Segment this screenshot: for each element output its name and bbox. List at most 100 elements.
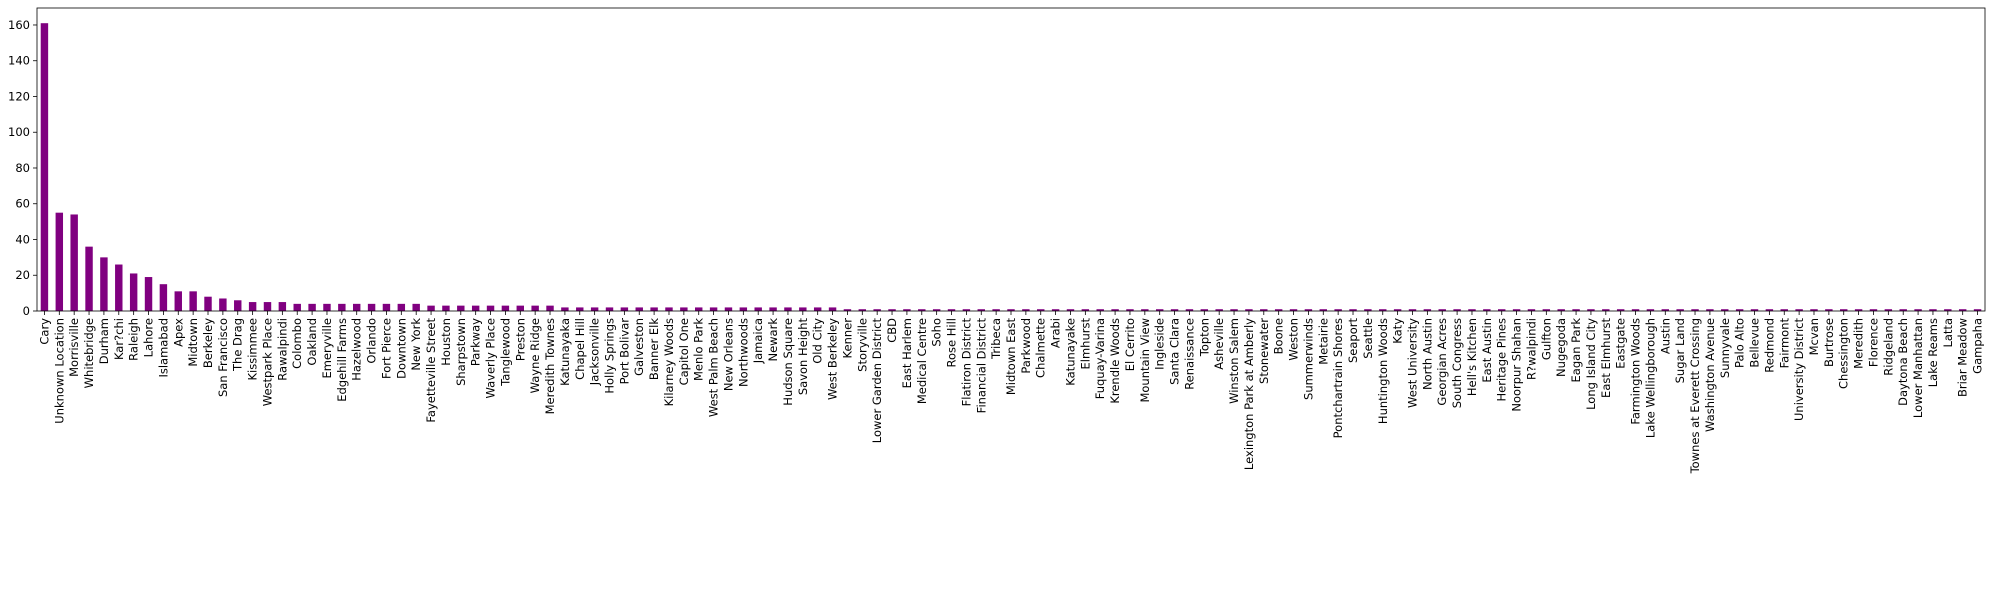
bar	[367, 303, 376, 311]
bar	[1884, 309, 1893, 311]
bar	[650, 307, 658, 311]
bar	[1438, 309, 1446, 311]
x-tick-label: Chessington	[1837, 318, 1851, 389]
bar	[858, 309, 867, 311]
bar	[1869, 309, 1878, 311]
x-tick-label: Gampaha	[1971, 318, 1985, 374]
bar	[1840, 309, 1848, 311]
bar	[1111, 309, 1119, 311]
bar	[1260, 309, 1268, 311]
x-tick-label: Emeryville	[320, 318, 334, 379]
y-tick-label: 60	[15, 197, 30, 211]
bar	[635, 307, 643, 311]
bar	[1037, 309, 1045, 311]
bar	[1899, 309, 1907, 311]
y-tick-label: 40	[15, 232, 30, 246]
x-tick-label: Raleigh	[127, 318, 141, 361]
x-tick-label: Santa Clara	[1168, 318, 1182, 385]
x-tick-label: Tribeca	[989, 318, 1003, 360]
bar	[1483, 309, 1491, 311]
x-tick-label: Kilarney Woods	[662, 318, 676, 406]
x-tick-label: Seaport	[1346, 318, 1360, 363]
x-tick-label: Menlo Park	[692, 318, 706, 381]
y-tick-label: 0	[23, 304, 30, 318]
x-tick-label: Nugegoda	[1554, 318, 1568, 377]
plot-frame	[36, 7, 1986, 312]
bar	[1334, 309, 1342, 311]
bar	[100, 257, 108, 311]
bar	[263, 302, 272, 311]
x-tick-label: Gulfton	[1539, 318, 1553, 360]
x-tick-label: Houston	[439, 318, 453, 366]
bar	[590, 307, 599, 311]
x-tick-label: Long Island City	[1584, 318, 1598, 410]
x-tick-label: Kenner	[840, 318, 854, 359]
bar	[1602, 309, 1610, 311]
bar	[576, 307, 584, 311]
bar	[695, 307, 703, 311]
x-tick-label: Ridgeland	[1881, 318, 1895, 376]
bar	[486, 305, 495, 311]
bar	[1542, 309, 1551, 311]
bar	[665, 307, 673, 311]
bar	[1498, 309, 1506, 311]
bar	[932, 309, 941, 311]
bar	[412, 303, 420, 311]
x-tick-label: Arabi	[1049, 318, 1063, 348]
x-tick-label: Stonewater	[1257, 318, 1271, 384]
bar	[843, 309, 852, 311]
bar	[40, 23, 49, 311]
x-tick-label: West University	[1405, 318, 1419, 408]
x-tick-label: Pontchartrain Shores	[1331, 318, 1345, 438]
x-tick-label: Lexington Park at Amberly	[1242, 318, 1256, 470]
x-tick-label: Farmington Woods	[1629, 318, 1643, 425]
x-tick-label: Austin	[1658, 318, 1672, 354]
x-tick-label: Sharpstown	[454, 318, 468, 386]
bar	[85, 246, 93, 311]
bar	[918, 309, 926, 311]
bar	[709, 307, 718, 311]
x-tick-label: Summerwinds	[1301, 318, 1315, 400]
x-tick-label: Palo Alto	[1733, 318, 1747, 368]
bar	[189, 291, 197, 311]
bar	[1825, 309, 1833, 311]
bar	[159, 284, 168, 311]
x-tick-label: East Elmhurst	[1599, 318, 1613, 398]
x-tick-label: East Harlem	[900, 318, 914, 388]
bar	[115, 264, 123, 311]
bar	[129, 273, 138, 311]
x-tick-label: Colombo	[290, 318, 304, 369]
x-tick-label: Fuquay-Varina	[1093, 318, 1107, 399]
bar	[561, 307, 569, 311]
x-tick-label: Lake Reams	[1926, 318, 1940, 387]
x-tick-label: San Francisco	[216, 318, 230, 397]
x-tick-label: Katy	[1391, 318, 1405, 344]
x-tick-label: Old City	[811, 318, 825, 364]
bar	[1973, 309, 1982, 311]
bar	[1527, 309, 1536, 311]
bar	[1735, 309, 1744, 311]
x-tick-label: Meredith	[1852, 318, 1866, 369]
x-tick-label: Jacksonville	[588, 318, 602, 386]
x-tick-label: Redmond	[1762, 318, 1776, 373]
x-tick-label: Durham	[97, 318, 111, 364]
x-tick-label: Bellevue	[1748, 318, 1762, 368]
bar	[427, 305, 435, 311]
bar	[1141, 309, 1149, 311]
bar	[1096, 309, 1104, 311]
x-tick-label: Ingleside	[1153, 318, 1167, 370]
x-tick-label: Sugar Land	[1673, 318, 1687, 383]
bar	[352, 303, 361, 311]
bar	[1691, 309, 1699, 311]
bar	[531, 305, 539, 311]
x-tick-label: Soho	[930, 318, 944, 347]
x-tick-label: Parkway	[469, 318, 483, 366]
x-tick-label: South Congress	[1450, 318, 1464, 408]
bar	[323, 303, 331, 311]
bar	[1215, 309, 1223, 311]
bar	[1066, 309, 1075, 311]
bar	[813, 307, 822, 311]
x-tick-label: Asheville	[1212, 318, 1226, 370]
bar	[1914, 309, 1922, 311]
